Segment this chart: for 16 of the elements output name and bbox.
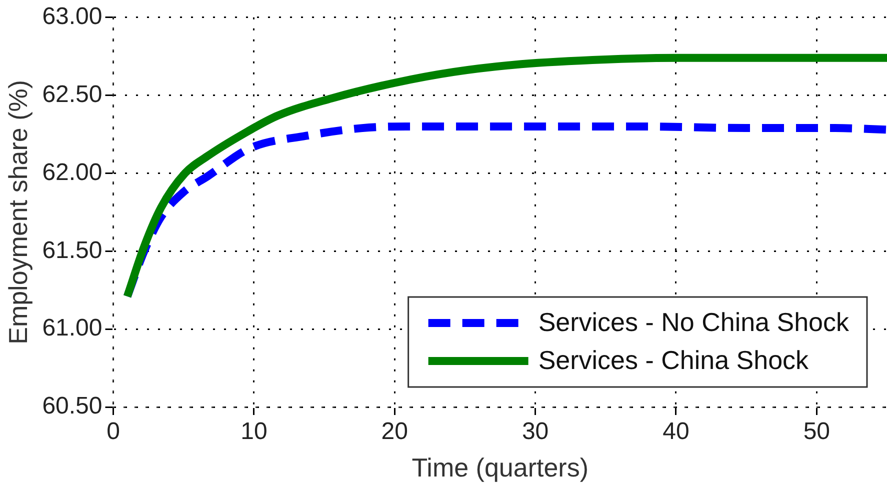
x-tick-label: 50 — [803, 418, 830, 446]
legend-label: Services - China Shock — [538, 345, 810, 376]
y-tick-label: 61.50 — [42, 236, 102, 264]
legend-label: Services - No China Shock — [538, 307, 850, 338]
x-tick-label: 30 — [522, 418, 549, 446]
y-axis-title: Employment share (%) — [2, 80, 33, 344]
y-tick-label: 62.50 — [42, 80, 102, 108]
x-axis-title: Time (quarters) — [412, 452, 588, 483]
y-tick-label: 63.00 — [42, 3, 102, 30]
x-tick-label: 10 — [240, 418, 268, 446]
x-tick-label: 40 — [662, 418, 690, 446]
y-tick-label: 60.50 — [42, 392, 102, 420]
x-tick-label: 20 — [381, 418, 408, 446]
x-tick-label: 0 — [106, 418, 120, 446]
y-tick-label: 61.00 — [42, 314, 102, 342]
y-tick-label: 62.00 — [42, 158, 102, 186]
